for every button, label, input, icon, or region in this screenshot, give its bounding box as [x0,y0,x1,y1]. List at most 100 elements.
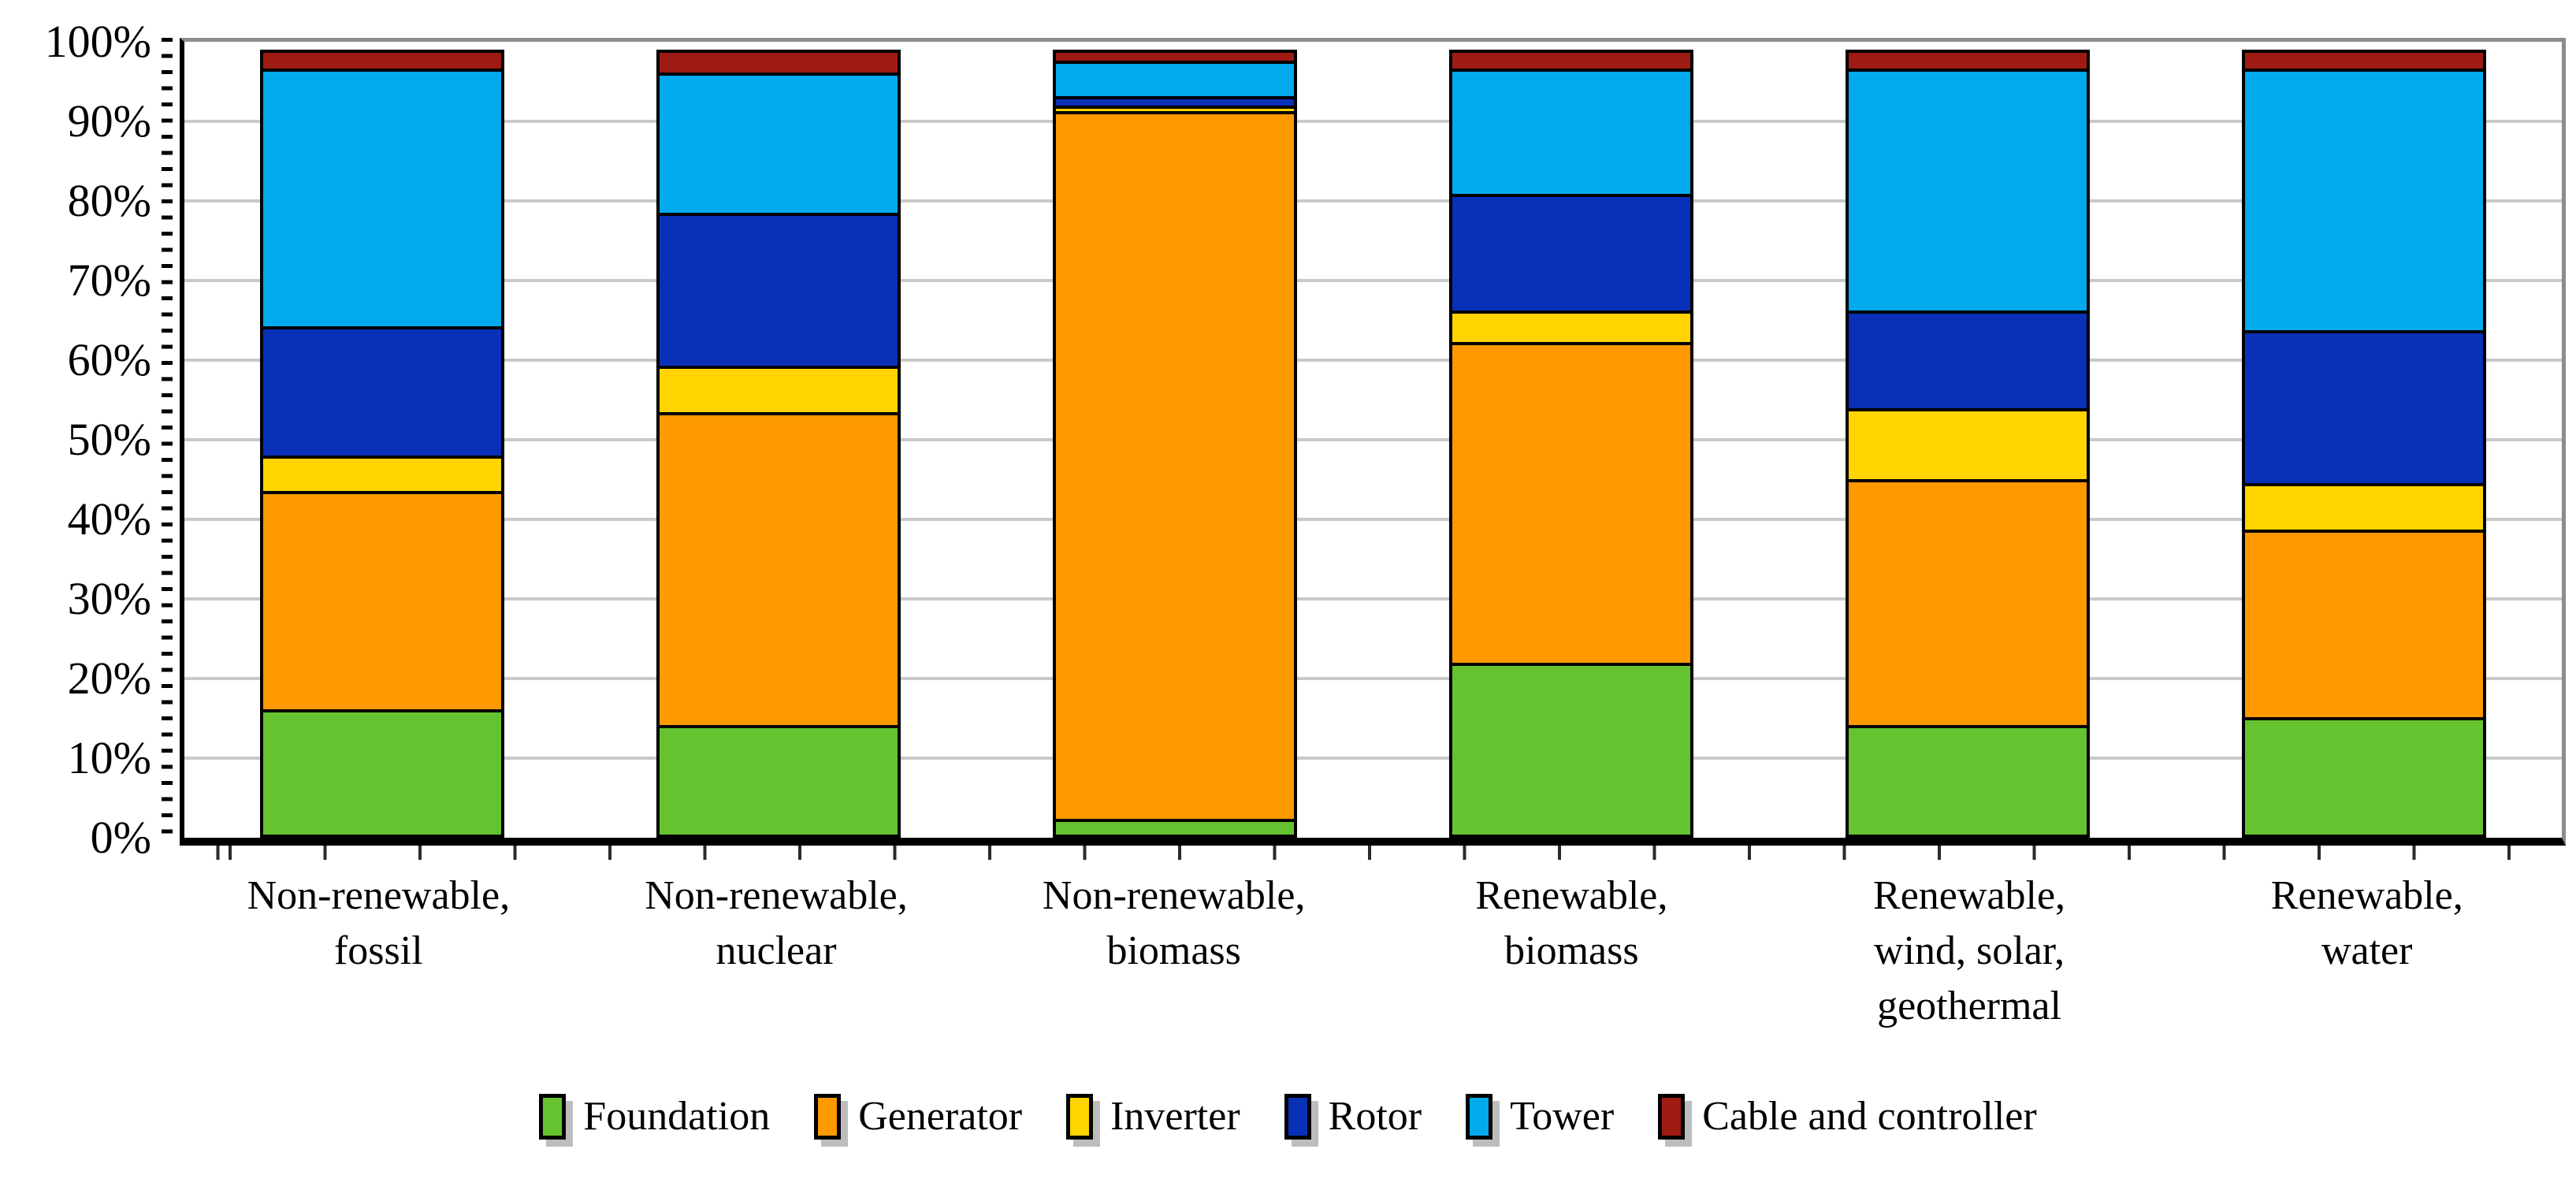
bar-segment-inverter [2244,482,2483,530]
bar-slot-renewable-wind-solar-geothermal [1769,42,2165,838]
legend-item-inverter: Inverter [1066,1094,1240,1140]
legend: Foundation Generator Inverter Rotor Tower Cab… [0,1094,2576,1140]
legend-swatch-generator-icon [814,1094,842,1140]
y-axis-tick-label: 20% [67,653,151,704]
bar-segment-cable-and-controller [1056,53,1295,61]
legend-item-rotor: Rotor [1284,1094,1422,1140]
bar-segment-cable-and-controller [1452,53,1690,69]
gridline [184,518,2562,521]
x-axis-category-label: Renewable, biomass [1475,873,1668,974]
bar-segment-foundation [263,709,502,835]
bar-segment-rotor [1452,193,1690,311]
bar-segment-foundation [1056,819,1295,835]
y-axis-tick-label: 0% [90,812,151,863]
bar-non-renewable-biomass [1053,50,1298,838]
y-axis-tick-label: 80% [67,175,151,226]
legend-swatch-rotor-icon [1284,1094,1311,1140]
bar-segment-inverter [1848,408,2087,479]
bar-segment-rotor [660,213,898,366]
y-axis-minor-ticks [162,38,173,846]
legend-swatch-cable-and-controller-icon [1658,1094,1686,1140]
bar-segment-generator [1056,111,1295,820]
bar-slot-non-renewable-fossil [184,42,581,838]
gridline [184,279,2562,282]
gridline [184,120,2562,123]
bar-non-renewable-nuclear [656,50,901,838]
bar-segment-inverter [660,365,898,413]
x-label-slot: Renewable, wind, solar, geothermal [1771,868,2169,1035]
bar-segment-rotor [1056,95,1295,106]
gridline [184,597,2562,601]
x-axis-category-label: Non-renewable, nuclear [645,873,908,974]
gridline [184,359,2562,362]
x-axis-minor-ticks [180,846,2566,860]
bar-segment-generator [660,412,898,726]
bar-segment-rotor [2244,330,2483,483]
x-axis-category-label: Renewable, water [2270,873,2463,974]
x-axis-category-label: Non-renewable, biomass [1042,873,1306,974]
gridline [184,438,2562,441]
y-axis-tick-label: 30% [67,573,151,624]
bar-segment-generator [2244,530,2483,718]
y-axis-tick-label: 40% [67,493,151,545]
bar-non-renewable-fossil [260,50,505,838]
bar-segment-cable-and-controller [2244,53,2483,69]
legend-item-tower: Tower [1466,1094,1614,1140]
bar-segment-generator [263,490,502,710]
y-axis-tick-label: 50% [67,414,151,465]
legend-swatch-inverter-icon [1066,1094,1094,1140]
bar-segment-tower [2244,68,2483,331]
bar-segment-inverter [1452,311,1690,343]
bar-segment-tower [660,72,898,214]
y-axis-tick-label: 60% [67,334,151,385]
legend-label: Rotor [1328,1094,1422,1140]
bar-segment-tower [1056,61,1295,96]
bar-slot-renewable-water [2165,42,2562,838]
bar-segment-foundation [1452,662,1690,835]
bar-segment-foundation [1848,725,2087,835]
legend-swatch-foundation-icon [539,1094,567,1140]
legend-label: Foundation [583,1094,771,1140]
bar-segment-tower [1848,68,2087,311]
legend-item-foundation: Foundation [539,1094,770,1140]
bar-segment-cable-and-controller [263,53,502,69]
y-axis-tick-label: 90% [67,95,151,147]
bar-segment-tower [1452,68,1690,194]
bar-slot-renewable-biomass [1373,42,1769,838]
x-axis-labels: Non-renewable, fossil Non-renewable, nucl… [180,868,2566,1035]
bar-segment-rotor [1848,311,2087,409]
bar-renewable-wind-solar-geothermal [1845,50,2090,838]
bar-segment-foundation [660,725,898,835]
bar-renewable-water [2241,50,2486,838]
bar-slot-non-renewable-nuclear [581,42,977,838]
x-axis-category-label: Non-renewable, fossil [247,873,511,974]
legend-item-cable-and-controller: Cable and controller [1658,1094,2037,1140]
legend-label: Inverter [1110,1094,1240,1140]
x-label-slot: Renewable, biomass [1373,868,1771,1035]
bar-segment-inverter [263,455,502,491]
plot-area [180,38,2566,846]
x-axis-category-label: Renewable, wind, solar, geothermal [1873,873,2066,1029]
bar-segment-generator [1452,342,1690,663]
bar-segment-cable-and-controller [660,53,898,73]
bar-slot-non-renewable-biomass [977,42,1373,838]
bar-segment-generator [1848,478,2087,726]
bar-segment-foundation [2244,717,2483,835]
y-axis-tick-label: 70% [67,255,151,306]
x-label-slot: Renewable, water [2168,868,2566,1035]
bar-segment-inverter [1056,105,1295,112]
gridline [184,757,2562,760]
gridline [184,677,2562,680]
x-label-slot: Non-renewable, nuclear [578,868,976,1035]
bar-segment-tower [263,68,502,327]
legend-label: Cable and controller [1702,1094,2037,1140]
y-axis-tick-label: 100% [44,16,151,67]
legend-label: Generator [858,1094,1023,1140]
bar-segment-rotor [263,326,502,456]
legend-label: Tower [1510,1094,1615,1140]
bar-segment-cable-and-controller [1848,53,2087,69]
bar-renewable-biomass [1448,50,1693,838]
bars-row [184,42,2562,838]
x-label-slot: Non-renewable, fossil [180,868,578,1035]
